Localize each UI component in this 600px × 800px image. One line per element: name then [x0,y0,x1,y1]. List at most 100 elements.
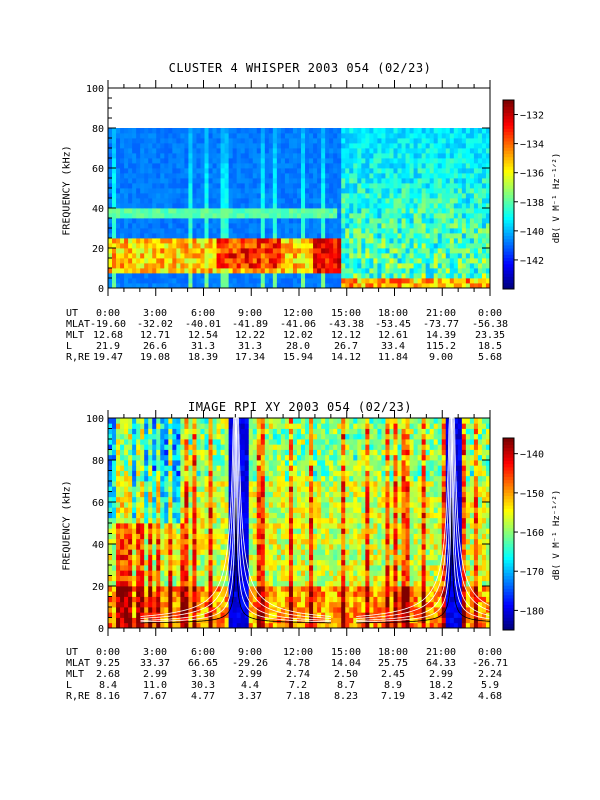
panel2-colorbar-tick-label: −160 [520,528,544,539]
panel2-ephemeris-cell: 3.42 [428,691,454,702]
panel2-ephemeris-cell: 2.45 [380,669,406,680]
panel1-ephemeris-cell: -56.38 [471,319,509,330]
panel1-colorbar-tick-label: −132 [520,111,544,122]
panel2-ephemeris-cell: 8.4 [98,680,118,691]
panel2-ephemeris-cell: 2.50 [333,669,359,680]
panel2-colorbar-label: dB( V M⁻¹ Hz⁻¹ᐟ²) [552,489,562,581]
panel2-ytick-label: 80 [92,456,104,467]
panel1-ephemeris-cell: 26.7 [333,341,359,352]
panel2-ephemeris-cell: 4.77 [190,691,216,702]
panel1-ephemeris-cell: -32.02 [136,319,174,330]
panel2-ephemeris-cell: 3.30 [190,669,216,680]
panel2-ephemeris-cell: 2.99 [142,669,168,680]
panel1-ytick-label: 0 [98,284,104,295]
panel2-ephemeris-label: MLT [66,669,85,680]
panel1-ephemeris-cell: -73.77 [422,319,460,330]
panel1-ephemeris-cell: 0:00 [95,308,121,319]
panel2-ephemeris-cell: 4.4 [240,680,260,691]
panel2-ytick-label: 0 [98,624,104,635]
panel1-ephemeris-label: UT [66,308,79,319]
panel2-ephemeris-label: L [66,680,73,691]
panel1-ephemeris-cell: 33.4 [380,341,406,352]
panel2-ephemeris-cell: 2.99 [428,669,454,680]
panel2-ephemeris-cell: 15:00 [330,647,362,658]
panel1-ephemeris-cell: 19.47 [92,352,124,363]
panel1-ytick-label: 100 [86,84,104,95]
panel1-ephemeris-cell: 18.5 [477,341,503,352]
panel1-ephemeris-cell: 12.12 [330,330,362,341]
panel1-ephemeris-label: MLAT [66,319,91,330]
panel1-ephemeris-label: MLT [66,330,85,341]
panel2-ephemeris-cell: 8.9 [383,680,403,691]
panel2-ephemeris-cell: 12:00 [282,647,314,658]
panel2-ephemeris-cell: 5.9 [480,680,500,691]
panel2-ephemeris-cell: 66.65 [187,658,219,669]
panel1-ephemeris-cell: -53.45 [374,319,412,330]
panel1-ephemeris-cell: 12.02 [282,330,314,341]
panel2-ephemeris-cell: 25.75 [377,658,409,669]
panel2-ephemeris-label: MLAT [66,658,91,669]
panel2-ephemeris-cell: 7.18 [285,691,311,702]
panel2-ephemeris-cell: 7.19 [380,691,406,702]
panel1-ephemeris-cell: 14.39 [425,330,457,341]
panel2-ephemeris-cell: 2.99 [237,669,263,680]
panel1-ephemeris-cell: 14.12 [330,352,362,363]
panel1-ephemeris-cell: 17.34 [234,352,266,363]
panel2-ephemeris-cell: 2.68 [95,669,121,680]
panel2-ephemeris-cell: 30.3 [190,680,216,691]
panel2-ephemeris-cell: 9.25 [95,658,121,669]
panel2-title: IMAGE RPI XY 2003 054 (02/23) [187,400,412,414]
panel1-ephemeris-cell: 31.3 [190,341,216,352]
panel2-ytick-label: 60 [92,498,104,509]
panel2-ephemeris-cell: 33.37 [139,658,171,669]
panel1-ephemeris-cell: 11.84 [377,352,409,363]
panel1-colorbar-tick-label: −134 [520,140,544,151]
panel1-ephemeris-cell: 3:00 [142,308,168,319]
panel2-ephemeris-cell: 3.37 [237,691,263,702]
panel2-ephemeris-cell: 14.04 [330,658,362,669]
panel1-ephemeris-cell: 5.68 [477,352,503,363]
panel1-ephemeris-cell: 12:00 [282,308,314,319]
panel2-ephemeris-cell: 8.16 [95,691,121,702]
panel1-ephemeris-cell: -19.60 [89,319,127,330]
panel1-ephemeris-cell: -41.06 [279,319,317,330]
panel2-ephemeris-cell: 11.0 [142,680,168,691]
panel2-ephemeris-cell: 6:00 [190,647,216,658]
panel1-ephemeris-label: L [66,341,73,352]
panel1-ephemeris-cell: 9.00 [428,352,454,363]
panel1-ephemeris-cell: 12.22 [234,330,266,341]
panel2-colorbar-tick-label: −180 [520,606,544,617]
panel1-colorbar [502,99,515,290]
panel1-ephemeris-cell: 15:00 [330,308,362,319]
panel2-ephemeris-cell: 0:00 [477,647,503,658]
panel1-ephemeris-cell: 15.94 [282,352,314,363]
panel1-spectrogram [108,128,491,289]
panel1-ephemeris-cell: 12.68 [92,330,124,341]
panel2-ephemeris-cell: -29.26 [231,658,269,669]
panel1-ephemeris-cell: 12.71 [139,330,171,341]
panel2-ephemeris-cell: 3:00 [142,647,168,658]
panel2-ephemeris-cell: 7.2 [288,680,308,691]
panel2-ephemeris-cell: 21:00 [425,647,457,658]
panel2-ephemeris-cell: -26.71 [471,658,509,669]
panel1-ephemeris-label: R,RE [66,352,91,363]
panel1-ephemeris-cell: 31.3 [237,341,263,352]
panel1-ephemeris-cell: 28.0 [285,341,311,352]
panel2-colorbar-tick-label: −170 [520,567,544,578]
panel2-ytick-label: 100 [86,414,104,425]
panel1-ephemeris-cell: 18:00 [377,308,409,319]
panel1-ephemeris-cell: 21:00 [425,308,457,319]
panel2-plot: 0 20 40 60 80 100 −140 −150 −160 −170 −180 [86,410,544,636]
panel2-colorbar-tick-label: −150 [520,489,544,500]
panel2-ephemeris-label: UT [66,647,79,658]
panel1-ephemeris-cell: 12.61 [377,330,409,341]
panel1-title: CLUSTER 4 WHISPER 2003 054 (02/23) [168,61,432,75]
panel2-ephemeris-cell: 64.33 [425,658,457,669]
panel1-ephemeris-cell: 23.35 [474,330,506,341]
panel1-ephemeris-cell: 12.54 [187,330,219,341]
panel2-ephemeris-label: R,RE [66,691,91,702]
panel1-ephemeris-cell: 115.2 [425,341,457,352]
panel2-ephemeris-cell: 8.23 [333,691,359,702]
panel1-ephemeris-cell: 21.9 [95,341,121,352]
panel1-ephemeris-cell: 26.6 [142,341,168,352]
